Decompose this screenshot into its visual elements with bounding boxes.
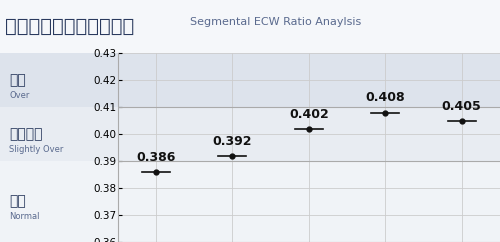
Bar	[0, 53, 118, 107]
Text: 0.392: 0.392	[212, 135, 252, 148]
Text: 正常: 正常	[10, 195, 26, 209]
Text: 0.408: 0.408	[366, 91, 405, 105]
Text: 0.405: 0.405	[442, 99, 482, 113]
Text: Normal: Normal	[10, 212, 40, 221]
Bar	[0, 161, 118, 242]
Bar	[0, 107, 118, 161]
Text: Segmental ECW Ratio Anaylsis: Segmental ECW Ratio Anaylsis	[190, 17, 361, 27]
Text: Over: Over	[10, 91, 30, 100]
Text: 0.386: 0.386	[136, 151, 175, 164]
Bar	[118, 107, 500, 161]
Bar	[118, 161, 500, 242]
Bar	[118, 53, 500, 107]
Text: 节段细胞外水分比率分析: 节段细胞外水分比率分析	[5, 17, 134, 36]
Text: 0.402: 0.402	[289, 108, 329, 121]
Text: Slightly Over: Slightly Over	[10, 145, 64, 154]
Text: 浮肿: 浮肿	[10, 73, 26, 87]
Text: 轻度浮肿: 轻度浮肿	[10, 127, 43, 141]
